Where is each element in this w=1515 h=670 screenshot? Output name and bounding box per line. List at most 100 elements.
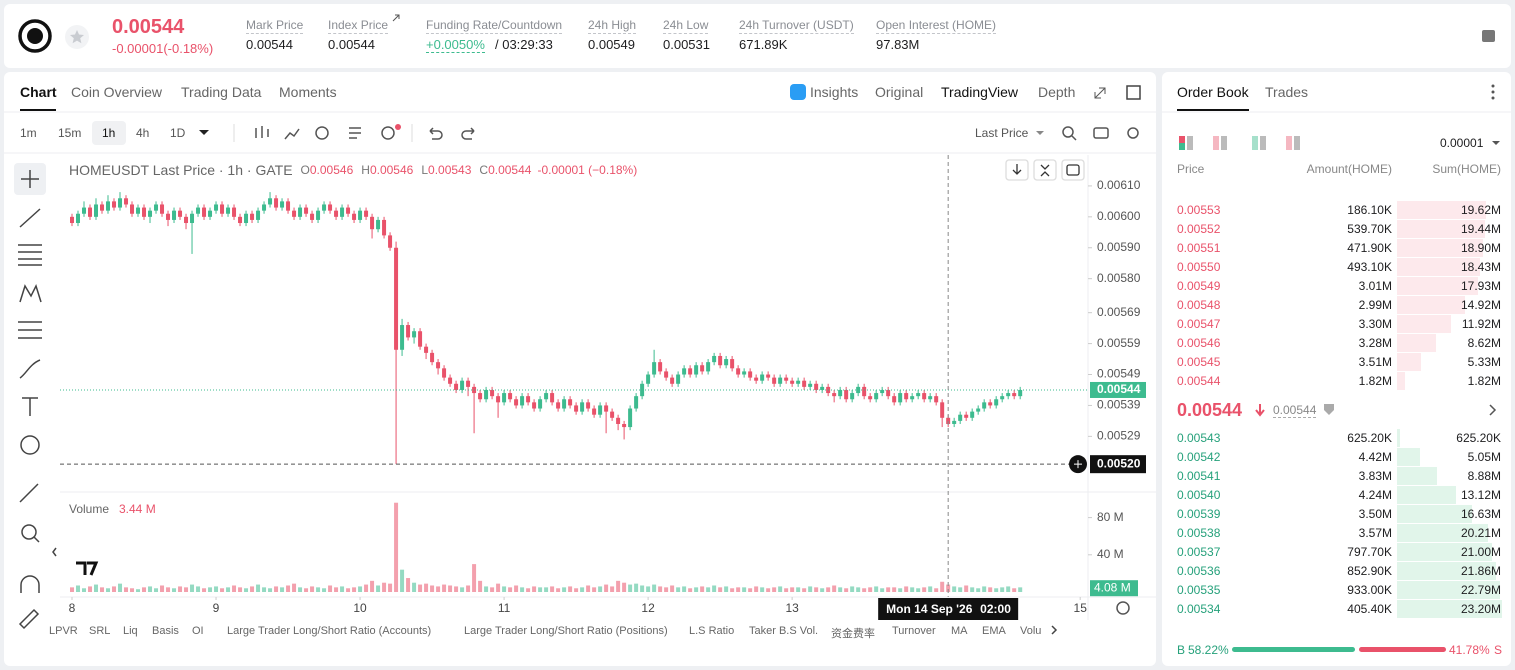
depth-bar (1397, 372, 1406, 390)
indicator[interactable]: EMA (982, 625, 1006, 637)
book-price[interactable]: 0.00543 (1177, 431, 1221, 445)
book-view-icons[interactable] (1179, 136, 1292, 150)
sell-label: 41.78% (1449, 643, 1490, 657)
book-price[interactable]: 0.00535 (1177, 583, 1221, 597)
candle-body (712, 355, 717, 363)
book-price[interactable]: 0.00548 (1177, 298, 1221, 312)
indicator[interactable]: Liq (123, 625, 138, 637)
ohlc-key: H (361, 163, 370, 177)
interval[interactable]: 4h (136, 126, 150, 140)
volume-bar (640, 585, 645, 592)
book-price[interactable]: 0.00537 (1177, 545, 1221, 559)
chart-tab[interactable]: Chart (20, 84, 57, 100)
ohlc-value: 0.00543 (428, 163, 472, 177)
book-price[interactable]: 0.00546 (1177, 336, 1221, 350)
book-tab[interactable]: Trades (1265, 84, 1309, 100)
volume-bar (316, 587, 321, 592)
book-price[interactable]: 0.00534 (1177, 602, 1221, 616)
candle-body (610, 411, 615, 418)
indicator[interactable]: L.S Ratio (689, 625, 735, 637)
indicator[interactable]: Volu (1020, 625, 1042, 637)
book-price[interactable]: 0.00545 (1177, 355, 1221, 369)
candle-body (316, 210, 321, 220)
toolbar-icons[interactable] (255, 126, 1139, 141)
volume-bar (502, 586, 507, 592)
view-tab[interactable]: Insights (810, 84, 859, 100)
book-tab[interactable]: Order Book (1177, 84, 1249, 100)
candle-body (250, 213, 255, 220)
candle-body (982, 402, 987, 409)
window-icon[interactable] (1126, 85, 1141, 100)
volume-bar (76, 585, 81, 592)
book-sum: 16.63M (1460, 507, 1501, 521)
book-price[interactable]: 0.00552 (1177, 222, 1221, 236)
interval[interactable]: 1D (170, 126, 186, 140)
book-price[interactable]: 0.00551 (1177, 241, 1221, 255)
volume-bar (784, 588, 789, 592)
indicator[interactable]: Taker B.S Vol. (749, 625, 819, 637)
candle-body (904, 393, 909, 400)
book-price[interactable]: 0.00541 (1177, 469, 1221, 483)
expand-icon[interactable] (1094, 87, 1106, 99)
indicator[interactable]: Large Trader Long/Short Ratio (Positions… (464, 625, 668, 637)
book-price[interactable]: 0.00538 (1177, 526, 1221, 540)
book-price[interactable]: 0.00544 (1177, 374, 1221, 388)
indicator[interactable]: Large Trader Long/Short Ratio (Accounts) (227, 625, 432, 637)
candle-body (142, 207, 147, 217)
drawing-tools[interactable] (14, 163, 1058, 635)
indicator[interactable]: LPVR (49, 625, 78, 637)
indicator[interactable]: Turnover (892, 625, 936, 637)
book-price[interactable]: 0.00550 (1177, 260, 1221, 274)
candle-body (802, 380, 807, 387)
candle-body (622, 423, 627, 428)
book-price[interactable]: 0.00553 (1177, 203, 1221, 217)
menu-icon[interactable] (1482, 30, 1495, 42)
interval[interactable]: 1h (102, 126, 116, 140)
candle-body (730, 359, 735, 369)
interval[interactable]: 15m (58, 126, 82, 140)
book-price[interactable]: 0.00549 (1177, 279, 1221, 293)
indicator[interactable]: SRL (89, 625, 111, 637)
candle-body (136, 207, 141, 214)
volume-bar (436, 586, 441, 592)
candle-body (100, 204, 105, 211)
volume-bar (892, 587, 897, 592)
candle-body (994, 399, 999, 406)
book-price[interactable]: 0.00536 (1177, 564, 1221, 578)
volume-bar (826, 587, 831, 592)
volume-bar (376, 585, 381, 592)
chart-tab[interactable]: Moments (279, 84, 337, 100)
book-price[interactable]: 0.00542 (1177, 450, 1221, 464)
settings-icon[interactable] (1116, 601, 1130, 615)
dropdown-caret[interactable] (199, 130, 209, 135)
volume-bar (226, 587, 231, 592)
volume-bar (328, 585, 333, 592)
book-price[interactable]: 0.00540 (1177, 488, 1221, 502)
book-sum: 11.92M (1461, 317, 1501, 331)
view-tab[interactable]: Original (875, 84, 924, 100)
candle-body (70, 216, 75, 224)
price-source[interactable]: Last Price (975, 126, 1029, 140)
view-tab[interactable]: TradingView (941, 84, 1019, 100)
tick-size[interactable]: 0.00001 (1440, 136, 1484, 150)
chart-tab[interactable]: Trading Data (181, 84, 262, 100)
pane-buttons[interactable] (1005, 159, 1085, 181)
view-tab[interactable]: Depth (1038, 84, 1076, 100)
book-price[interactable]: 0.00547 (1177, 317, 1221, 331)
indicator[interactable]: 资金费率 (831, 628, 875, 640)
candle-body (382, 219, 387, 236)
interval[interactable]: 1m (20, 126, 37, 140)
candle-body (652, 362, 657, 375)
indicator[interactable]: MA (951, 625, 968, 637)
mid-price: 0.00544 (1177, 400, 1243, 420)
indicator[interactable]: OI (192, 625, 204, 637)
volume-bar (172, 588, 177, 592)
volume-bar (670, 585, 675, 592)
book-amount: 3.83M (1358, 469, 1392, 483)
volume-bar (382, 582, 387, 592)
tradingview-logo (76, 561, 99, 576)
book-price[interactable]: 0.00539 (1177, 507, 1221, 521)
volume-bar (292, 583, 297, 592)
chart-tab[interactable]: Coin Overview (71, 84, 163, 100)
indicator[interactable]: Basis (152, 625, 179, 637)
